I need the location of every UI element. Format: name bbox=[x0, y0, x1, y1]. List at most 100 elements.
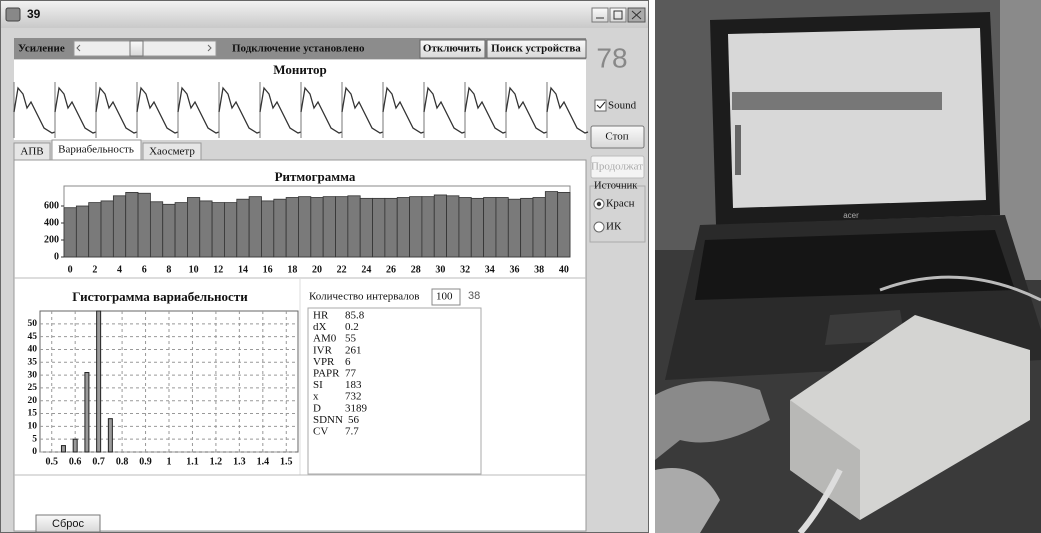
chart-title: Гистограмма вариабельности bbox=[72, 289, 248, 304]
monitor-title: Монитор bbox=[273, 62, 327, 77]
y-tick-label: 0 bbox=[54, 251, 59, 262]
x-tick-label: 0.9 bbox=[139, 456, 152, 467]
bar bbox=[348, 196, 360, 257]
bar bbox=[126, 192, 138, 257]
stat-value: 0.2 bbox=[345, 321, 359, 333]
bar bbox=[113, 196, 125, 257]
sound-label: Sound bbox=[608, 100, 637, 112]
slider-thumb[interactable] bbox=[130, 41, 143, 56]
radio-ir[interactable] bbox=[594, 222, 604, 232]
x-tick-label: 0.7 bbox=[92, 456, 105, 467]
bar bbox=[76, 206, 88, 257]
sound-checkbox[interactable] bbox=[595, 100, 606, 111]
x-tick-label: 8 bbox=[166, 264, 171, 275]
x-tick-label: 1.3 bbox=[233, 456, 246, 467]
bar bbox=[508, 199, 520, 257]
bar bbox=[175, 203, 187, 257]
x-tick-label: 36 bbox=[509, 264, 519, 275]
bar bbox=[533, 198, 545, 258]
bar bbox=[89, 203, 101, 257]
bar bbox=[150, 202, 162, 257]
bar bbox=[163, 204, 175, 257]
x-tick-label: 1.5 bbox=[280, 456, 293, 467]
stat-value: 183 bbox=[345, 379, 362, 391]
stat-label: AM0 bbox=[313, 333, 337, 345]
source-option: Красн bbox=[606, 198, 635, 210]
bar bbox=[224, 203, 236, 257]
app-icon bbox=[6, 8, 20, 21]
bar bbox=[101, 201, 113, 257]
bar bbox=[471, 198, 483, 257]
source-group-title: Источник bbox=[594, 180, 638, 191]
x-tick-label: 30 bbox=[435, 264, 445, 275]
intervals-count: 38 bbox=[468, 290, 480, 302]
bar bbox=[261, 201, 273, 257]
bar bbox=[484, 198, 496, 258]
x-tick-label: 14 bbox=[238, 264, 248, 275]
y-tick-label: 45 bbox=[28, 332, 38, 342]
search-label: Поиск устройства bbox=[491, 43, 581, 55]
laptop-brand: acer bbox=[843, 211, 859, 220]
bar bbox=[459, 198, 471, 258]
tab-label: АПВ bbox=[20, 146, 43, 158]
bar bbox=[212, 203, 224, 257]
gain-label: Усиление bbox=[18, 43, 65, 55]
bar bbox=[138, 193, 150, 257]
bar bbox=[422, 197, 434, 257]
bar bbox=[410, 197, 422, 257]
bar bbox=[249, 197, 261, 257]
stat-label: x bbox=[313, 391, 319, 403]
stop-label: Стоп bbox=[605, 131, 628, 143]
x-tick-label: 2 bbox=[92, 264, 97, 275]
x-tick-label: 0.6 bbox=[69, 456, 82, 467]
x-tick-label: 38 bbox=[534, 264, 544, 275]
disconnect-label: Отключить bbox=[423, 43, 481, 55]
y-tick-label: 50 bbox=[28, 319, 38, 329]
x-tick-label: 1.2 bbox=[210, 456, 223, 467]
keyboard bbox=[695, 230, 1015, 300]
x-tick-label: 12 bbox=[213, 264, 223, 275]
minimize-button[interactable] bbox=[592, 8, 608, 22]
y-tick-label: 5 bbox=[32, 434, 37, 444]
bar bbox=[187, 198, 199, 258]
maximize-button[interactable] bbox=[610, 8, 626, 22]
bar bbox=[286, 198, 298, 258]
x-tick-label: 1.1 bbox=[186, 456, 199, 467]
bar bbox=[447, 196, 459, 257]
gain-slider[interactable] bbox=[74, 41, 216, 56]
bar bbox=[385, 198, 397, 257]
x-tick-label: 6 bbox=[142, 264, 147, 275]
stat-label: IVR bbox=[313, 344, 333, 356]
y-tick-label: 20 bbox=[28, 396, 38, 406]
x-tick-label: 0.5 bbox=[45, 456, 58, 467]
window-controls[interactable] bbox=[592, 8, 645, 22]
x-tick-label: 1 bbox=[167, 456, 172, 467]
bar bbox=[108, 419, 112, 452]
y-tick-label: 0 bbox=[32, 447, 37, 457]
y-tick-label: 200 bbox=[44, 234, 59, 245]
stat-value: 55 bbox=[345, 333, 357, 345]
bar bbox=[545, 192, 557, 257]
stat-label: HR bbox=[313, 310, 329, 322]
stat-label: VPR bbox=[313, 356, 335, 368]
bar bbox=[73, 439, 77, 452]
bar bbox=[274, 199, 286, 257]
stat-value: 77 bbox=[345, 368, 357, 380]
x-tick-label: 28 bbox=[411, 264, 421, 275]
bar bbox=[336, 197, 348, 257]
plot-area bbox=[40, 311, 298, 452]
bar bbox=[558, 192, 570, 257]
bar bbox=[311, 198, 323, 258]
reset-label: Сброс bbox=[52, 518, 84, 530]
bar bbox=[373, 198, 385, 257]
y-tick-label: 35 bbox=[28, 357, 38, 367]
stat-value: 7.7 bbox=[345, 426, 359, 438]
x-tick-label: 32 bbox=[460, 264, 470, 275]
stat-value: 732 bbox=[345, 391, 362, 403]
bar bbox=[434, 195, 446, 257]
continue-label: Продолжат bbox=[591, 161, 643, 173]
x-tick-label: 20 bbox=[312, 264, 322, 275]
stat-value: 261 bbox=[345, 344, 362, 356]
bar bbox=[323, 197, 335, 257]
stat-label: SI bbox=[313, 379, 323, 391]
